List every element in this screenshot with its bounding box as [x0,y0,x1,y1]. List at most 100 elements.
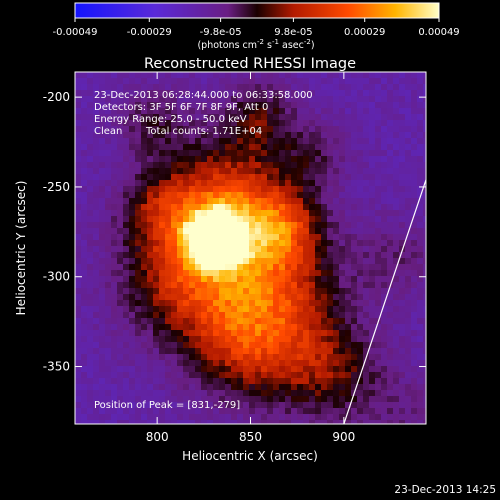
heatmap-cell [147,228,154,235]
heatmap-cell [351,330,358,337]
heatmap-cell [93,210,100,217]
heatmap-cell [129,396,136,403]
heatmap-cell [297,306,304,313]
heatmap-cell [411,174,418,181]
heatmap-cell [231,360,238,367]
heatmap-cell [231,276,238,283]
heatmap-cell [141,108,148,115]
heatmap-cell [249,174,256,181]
heatmap-cell [357,216,364,223]
heatmap-cell [237,198,244,205]
heatmap-cell [81,372,88,379]
heatmap-cell [309,336,316,343]
heatmap-cell [75,144,82,151]
heatmap-cell [315,264,322,271]
heatmap-cell [255,174,262,181]
heatmap-cell [411,360,418,367]
heatmap-cell [105,228,112,235]
heatmap-cell [267,396,274,403]
heatmap-cell [123,390,130,397]
heatmap-cell [255,138,262,145]
heatmap-cell [399,282,406,289]
heatmap-cell [411,120,418,127]
heatmap-cell [135,132,142,139]
heatmap-cell [333,354,340,361]
heatmap-cell [411,348,418,355]
heatmap-cell [309,264,316,271]
heatmap-cell [177,210,184,217]
heatmap-cell [75,150,82,157]
heatmap-cell [249,318,256,325]
heatmap-cell [339,318,346,325]
heatmap-cell [243,384,250,391]
heatmap-cell [309,396,316,403]
heatmap-cell [285,132,292,139]
heatmap-cell [273,246,280,253]
heatmap-cell [279,306,286,313]
heatmap-cell [345,276,352,283]
heatmap-cell [111,72,118,79]
heatmap-cell [321,114,328,121]
heatmap-cell [375,282,382,289]
heatmap-cell [315,216,322,223]
heatmap-image [75,72,426,424]
heatmap-cell [381,78,388,85]
heatmap-cell [357,288,364,295]
heatmap-cell [339,246,346,253]
heatmap-cell [135,258,142,265]
heatmap-cell [141,186,148,193]
heatmap-cell [135,222,142,229]
heatmap-cell [297,126,304,133]
heatmap-cell [75,240,82,247]
heatmap-cell [351,168,358,175]
heatmap-cell [153,318,160,325]
heatmap-cell [231,420,238,424]
heatmap-cell [417,168,424,175]
heatmap-cell [129,138,136,145]
heatmap-cell [351,192,358,199]
heatmap-cell [111,336,118,343]
heatmap-cell [345,150,352,157]
heatmap-cell [117,90,124,97]
heatmap-cell [411,108,418,115]
heatmap-cell [327,282,334,289]
heatmap-cell [423,402,426,409]
heatmap-cell [279,372,286,379]
heatmap-cell [309,318,316,325]
heatmap-cell [381,192,388,199]
heatmap-cell [129,114,136,121]
heatmap-cell [141,396,148,403]
heatmap-cell [231,174,238,181]
heatmap-cell [159,306,166,313]
heatmap-cell [87,234,94,241]
colorbar [75,3,439,18]
heatmap-cell [321,252,328,259]
heatmap-cell [261,342,268,349]
heatmap-cell [231,168,238,175]
heatmap-cell [393,360,400,367]
heatmap-cell [123,186,130,193]
heatmap-cell [135,312,142,319]
heatmap-cell [309,132,316,139]
heatmap-cell [219,150,226,157]
heatmap-cell [135,234,142,241]
heatmap-cell [423,324,426,331]
heatmap-cell [333,372,340,379]
heatmap-cell [297,108,304,115]
heatmap-cell [201,402,208,409]
heatmap-cell [417,132,424,139]
heatmap-cell [105,114,112,121]
heatmap-cell [123,252,130,259]
heatmap-cell [183,336,190,343]
heatmap-cell [309,144,316,151]
heatmap-cell [399,336,406,343]
heatmap-cell [315,324,322,331]
heatmap-cell [153,132,160,139]
heatmap-cell [321,228,328,235]
heatmap-cell [153,180,160,187]
heatmap-cell [291,288,298,295]
heatmap-cell [99,126,106,133]
heatmap-cell [243,222,250,229]
heatmap-cell [105,252,112,259]
heatmap-cell [123,360,130,367]
